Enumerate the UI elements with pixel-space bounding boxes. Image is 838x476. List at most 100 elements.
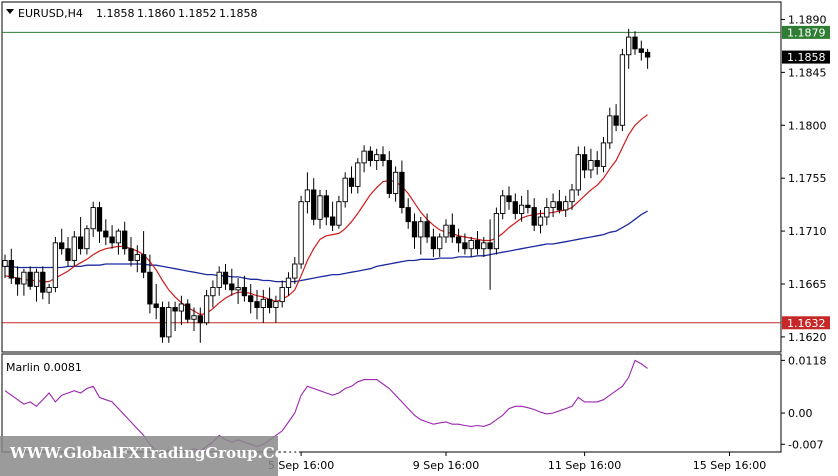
candle — [342, 172, 348, 208]
bullish-candle-body — [392, 171, 399, 194]
candle — [418, 216, 424, 255]
candle — [65, 236, 71, 267]
bearish-candle-body — [140, 254, 147, 273]
bullish-candle-body — [134, 254, 140, 261]
bullish-candle-body — [21, 271, 27, 285]
bearish-candle-body — [405, 207, 411, 223]
candle — [153, 283, 159, 320]
bearish-candle-body — [222, 271, 229, 285]
bullish-candle-body — [84, 228, 90, 250]
candle — [229, 268, 235, 296]
candle — [531, 198, 537, 232]
candle — [292, 256, 298, 284]
candle — [386, 151, 392, 199]
candle — [392, 166, 399, 202]
candle — [455, 228, 462, 253]
bearish-candle-body — [399, 171, 405, 209]
bullish-candle-body — [374, 154, 380, 161]
collapse-triangle-icon[interactable] — [6, 9, 14, 14]
bearish-candle-body — [109, 236, 115, 244]
bullish-candle-body — [544, 207, 550, 218]
candle — [197, 307, 203, 343]
bearish-candle-body — [386, 160, 392, 194]
candle — [380, 146, 386, 167]
bearish-candle-body — [594, 160, 600, 167]
candle — [115, 228, 122, 255]
candle — [210, 280, 216, 308]
candle — [298, 195, 304, 269]
candle — [8, 248, 14, 284]
bearish-candle-body — [128, 248, 134, 261]
bullish-candle-body — [203, 295, 210, 324]
bullish-candle-body — [292, 263, 298, 279]
candle — [594, 151, 600, 175]
watermark-text: WWW.GlobalFXTradingGroup.Com — [9, 444, 301, 462]
bearish-candle-body — [531, 207, 537, 226]
candle — [2, 254, 8, 279]
bullish-candle-body — [588, 160, 594, 171]
candle — [71, 231, 77, 267]
bullish-candle-body — [342, 177, 348, 203]
candle — [260, 289, 266, 323]
bearish-candle-body — [323, 195, 329, 218]
candle — [59, 228, 65, 255]
bullish-candle-body — [115, 230, 122, 244]
candle — [27, 266, 33, 290]
candle — [588, 148, 594, 179]
candle — [361, 145, 367, 173]
resistance-price-tag: 1.1879 — [782, 25, 830, 39]
indicator-tick-label: 0.00 — [788, 407, 813, 420]
candle — [399, 160, 405, 214]
candle — [254, 289, 260, 320]
high-price: 1.1860 — [137, 7, 176, 20]
watermark: WWW.GlobalFXTradingGroup.Com — [0, 436, 301, 476]
bearish-candle-body — [153, 303, 159, 308]
candle — [462, 233, 468, 255]
bullish-candle-body — [52, 242, 59, 288]
bearish-candle-body — [185, 303, 191, 320]
candle — [14, 266, 21, 296]
bullish-candle-body — [361, 150, 367, 164]
bullish-candle-body — [619, 54, 626, 126]
candle — [613, 104, 619, 132]
bullish-candle-body — [317, 195, 323, 220]
bullish-candle-body — [443, 224, 449, 238]
price-tick-label: 1.1800 — [788, 119, 827, 132]
bearish-candle-body — [8, 260, 14, 279]
bullish-candle-body — [569, 189, 575, 203]
bearish-candle-body — [644, 51, 651, 58]
candle — [84, 225, 90, 255]
candle — [550, 193, 556, 217]
candle — [21, 268, 27, 296]
candle — [638, 40, 644, 61]
candle — [424, 213, 430, 243]
candle — [518, 195, 525, 222]
candle — [430, 228, 437, 257]
bearish-candle-body — [147, 271, 153, 305]
candle — [336, 195, 342, 229]
candle — [77, 216, 84, 255]
indicator-plot-frame — [1, 353, 782, 453]
candle — [468, 236, 474, 257]
bearish-candle-body — [430, 236, 437, 250]
candle — [241, 275, 248, 302]
candle — [172, 301, 178, 332]
candle — [493, 207, 500, 255]
indicator-tick-label: -0.007 — [788, 438, 823, 451]
bullish-candle-body — [216, 271, 222, 288]
candle — [33, 268, 40, 302]
bearish-candle-body — [311, 189, 317, 220]
time-tick-label: 5 Sep 16:00 — [268, 459, 334, 472]
candle — [147, 254, 153, 314]
bullish-candle-body — [285, 277, 292, 288]
candle — [103, 219, 109, 246]
candle — [273, 295, 279, 323]
bearish-candle-body — [474, 240, 481, 250]
bullish-candle-body — [71, 236, 77, 261]
candle — [581, 146, 588, 179]
bearish-candle-body — [411, 221, 418, 238]
bearish-candle-body — [632, 36, 638, 50]
bearish-candle-body — [581, 154, 588, 171]
candle — [619, 48, 626, 132]
bullish-candle-body — [90, 207, 96, 230]
